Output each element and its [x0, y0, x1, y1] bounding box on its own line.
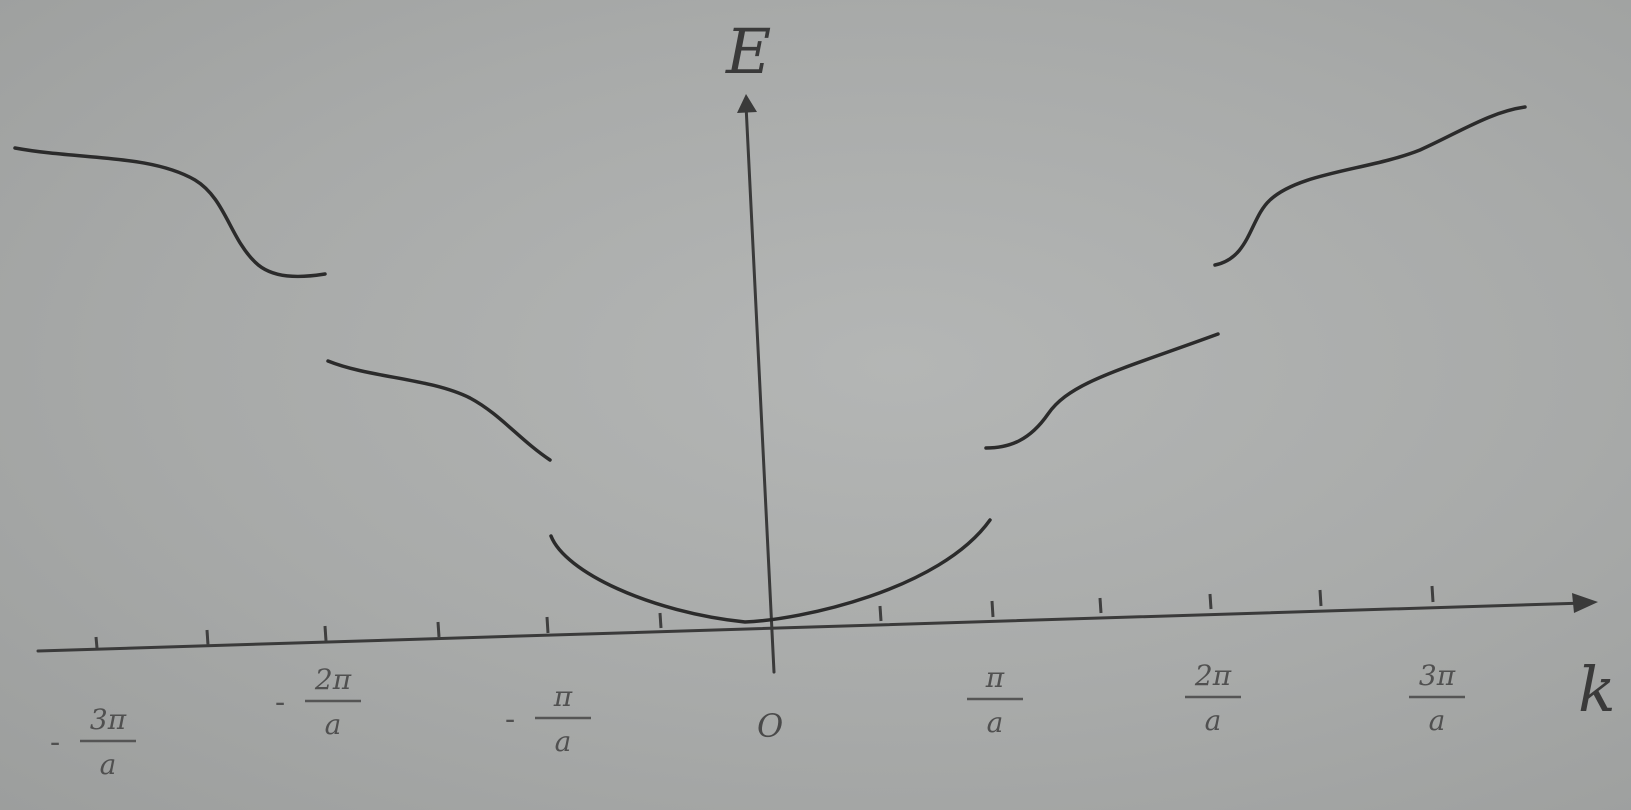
e-axis: [744, 103, 776, 674]
tick-label-numerator: 2π: [314, 663, 352, 696]
tick-label: - πa: [505, 680, 591, 758]
tick: [545, 616, 550, 634]
k-axis: [36, 601, 1587, 653]
tick-label: πa: [967, 661, 1023, 739]
tick-label-sign: -: [50, 725, 60, 760]
tick-label-denominator: a: [100, 748, 117, 781]
k-axis-label: k: [1578, 653, 1616, 726]
band-2-left-curve: [326, 359, 552, 462]
band-3-right-curve: [1213, 105, 1527, 267]
tick: [1098, 597, 1103, 614]
tick-label: -3π a: [50, 703, 136, 781]
tick-label-sign: -: [275, 685, 285, 720]
k-axis-arrowhead: [1572, 593, 1598, 613]
tick: [1318, 589, 1323, 607]
tick: [323, 625, 328, 642]
tick: [658, 612, 663, 629]
tick: [436, 621, 441, 638]
tick-label-numerator: 3π: [90, 703, 127, 736]
tick-label-numerator: 3π: [1419, 659, 1456, 692]
e-axis-arrowhead: [737, 94, 757, 113]
e-axis-label: E: [725, 15, 771, 88]
tick-label-denominator: a: [1205, 704, 1222, 737]
tick-label-numerator: 2π: [1194, 659, 1232, 692]
tick: [990, 600, 995, 618]
tick-label-denominator: a: [987, 706, 1004, 739]
tick-label: -2π a: [275, 663, 361, 741]
tick-label-denominator: a: [1429, 704, 1446, 737]
tick-label-sign: -: [505, 702, 515, 737]
tick: [878, 605, 883, 622]
tick-label: 3π a: [1409, 659, 1465, 737]
band-3-left-curve: [13, 146, 327, 279]
tick-label-denominator: a: [555, 725, 572, 758]
tick-label-numerator: π: [553, 680, 573, 713]
tick-label: 2π a: [1185, 659, 1241, 737]
tick: [1208, 593, 1213, 610]
tick: [94, 636, 99, 649]
k-axis-ticks: [94, 585, 1435, 649]
tick-label-numerator: π: [985, 661, 1005, 694]
tick: [205, 629, 210, 646]
tick-label-denominator: a: [325, 708, 342, 741]
tick: [1430, 585, 1435, 603]
band-2-right-curve: [984, 332, 1220, 450]
band-1-curve: [549, 518, 992, 624]
origin-label: O: [757, 707, 783, 745]
